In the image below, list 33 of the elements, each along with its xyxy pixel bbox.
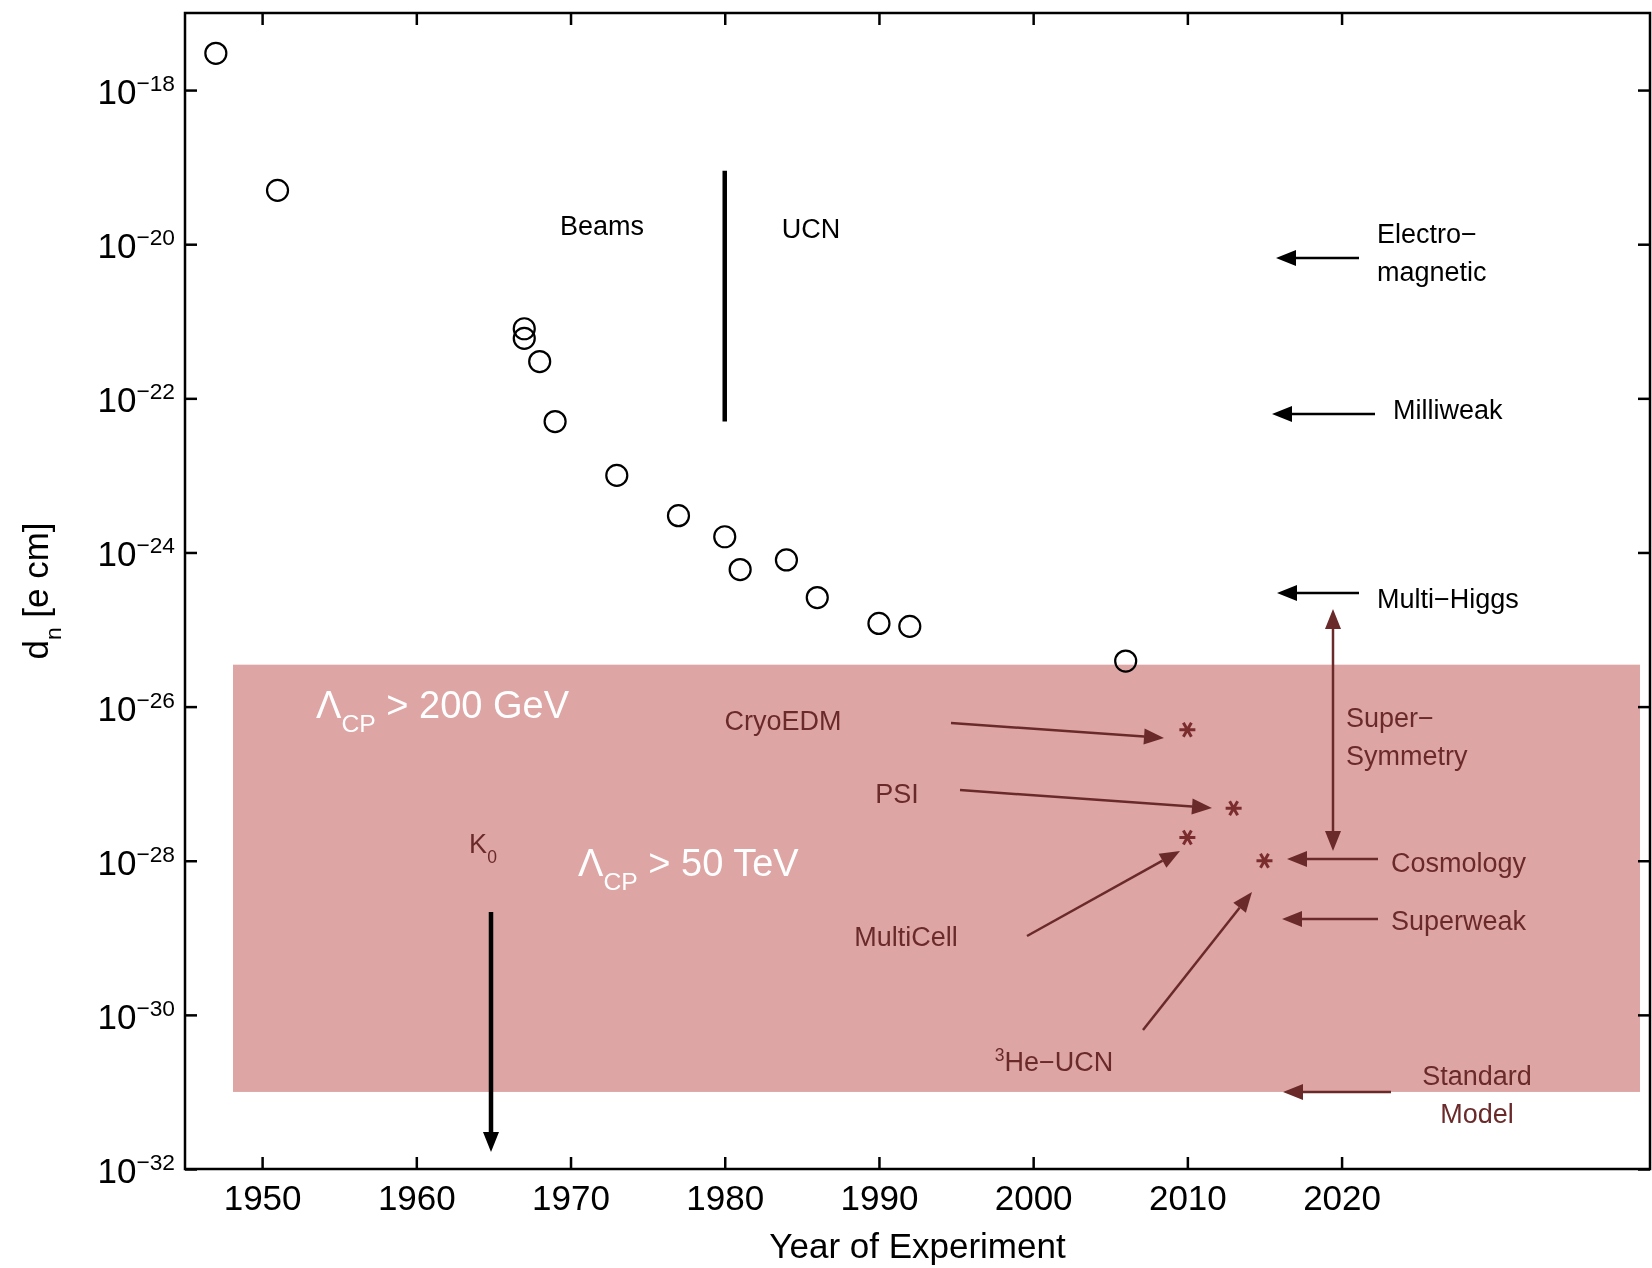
annotation: Multi−Higgs [1377, 584, 1519, 614]
annotation: UCN [781, 214, 841, 244]
x-tick-label: 1990 [840, 1177, 919, 1217]
x-tick-label: 2020 [1303, 1177, 1382, 1217]
annotation: Electro− magnetic [1377, 219, 1487, 287]
annotation: Standard Model [1422, 1061, 1532, 1129]
annotation: CryoEDM [724, 706, 842, 736]
x-tick-label: 1970 [532, 1177, 610, 1217]
x-axis-title: Year of Experiment [769, 1226, 1066, 1265]
annotation: Beams [559, 211, 645, 241]
annotation: Superweak [1391, 906, 1527, 936]
annotation: $^{3}$He−UCN [994, 1045, 1114, 1077]
annotation: Super− Symmetry [1346, 703, 1468, 771]
annotation: PSI [875, 779, 919, 809]
y-tick-label: 10$^{−24}$ [97, 532, 175, 574]
x-tick-label: 1960 [377, 1177, 456, 1217]
y-tick-label: 10$^{−22}$ [97, 378, 175, 420]
y-tick-label: 10$^{−28}$ [97, 840, 175, 882]
y-tick-label: 10$^{−30}$ [97, 994, 175, 1036]
annotation: K$_{0}$ [469, 829, 498, 867]
y-tick-label: 10$^{−18}$ [97, 70, 175, 112]
annotation: Cosmology [1391, 848, 1527, 878]
annotation: MultiCell [854, 922, 958, 952]
annotation: Λ$_{CP}$ > 200 GeV [316, 684, 570, 737]
x-tick-label: 1950 [223, 1177, 302, 1217]
x-tick-label: 1980 [686, 1177, 765, 1217]
annotation: Milliweak [1393, 395, 1504, 425]
annotation: Λ$_{CP}$ > 50 TeV [578, 842, 800, 895]
y-tick-label: 10$^{−26}$ [97, 686, 175, 728]
y-tick-label: 10$^{−32}$ [97, 1149, 175, 1190]
x-tick-label: 2010 [1148, 1177, 1227, 1217]
x-tick-label: 2000 [994, 1177, 1073, 1217]
y-tick-label: 10$^{−20}$ [97, 224, 175, 266]
